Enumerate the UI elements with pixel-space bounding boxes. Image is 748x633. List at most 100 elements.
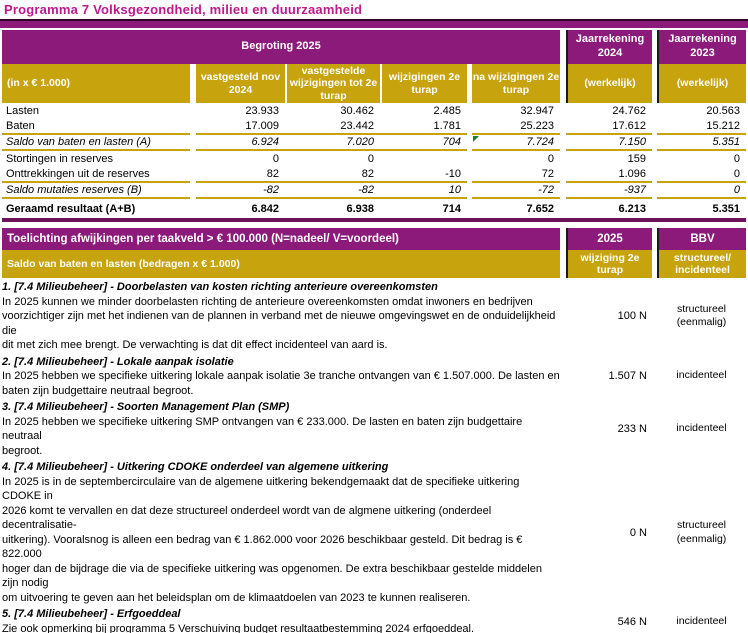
page-title: Programma 7 Volksgezondheid, milieu en d…: [4, 2, 363, 17]
cell-value: 0: [657, 183, 746, 199]
cell-value: 7.020: [285, 135, 380, 151]
cell-value: -937: [566, 183, 652, 199]
row-label: Geraamd resultaat (A+B): [6, 202, 136, 215]
item-bbv: incidenteel: [676, 369, 727, 382]
item-title: 3. [7.4 Milieubeheer] - Soorten Manageme…: [2, 401, 290, 413]
budget-table-column-header-row: (in x € 1.000) vastgesteld nov 2024 vast…: [2, 64, 746, 103]
row-label: Saldo van baten en lasten (A): [2, 135, 190, 151]
cell-value: 0: [272, 153, 279, 165]
row-label: Baten: [2, 119, 190, 135]
cell-value: 23.933: [245, 105, 279, 117]
item-title: 5. [7.4 Milieubeheer] - Erfgoeddeal: [2, 608, 181, 620]
toelichting-header-row: Toelichting afwijkingen per taakveld > €…: [2, 228, 746, 250]
header-begroting-2025: Begroting 2025: [2, 30, 560, 64]
row-label: Stortingen in reserves: [6, 153, 113, 165]
cell-value: 82: [285, 167, 380, 183]
toelichting-section: Toelichting afwijkingen per taakveld > €…: [2, 228, 746, 633]
table-row-geraamd-resultaat: Geraamd resultaat (A+B) 6.842 6.938 714 …: [2, 199, 746, 218]
item-body: Zie ook opmerking bij programma 5 Versch…: [2, 622, 475, 633]
item-body: In 2025 is in de septembercirculaire van…: [2, 475, 542, 604]
row-label: Onttrekkingen uit de reserves: [2, 167, 190, 183]
cell-value: 5.351: [657, 135, 746, 151]
cell-value: 20.563: [706, 105, 740, 117]
header-unit: (in x € 1.000): [2, 64, 190, 103]
toelichting-item-3: 3. [7.4 Milieubeheer] - Soorten Manageme…: [2, 398, 746, 458]
row-label: Saldo mutaties reserves (B): [2, 183, 190, 199]
toelichting-year-header: 2025: [566, 228, 652, 250]
cell-value: 10: [380, 183, 467, 199]
cell-value: 25.223: [472, 119, 560, 135]
toelichting-item-2: 2. [7.4 Milieubeheer] - Lokale aanpak is…: [2, 353, 746, 399]
header-jaarrekening-2023: Jaarrekening 2023: [657, 30, 746, 64]
cell-value: 6.938: [346, 202, 374, 215]
table-row-onttrekkingen-reserves: Onttrekkingen uit de reserves 82 82 -10 …: [2, 167, 746, 183]
item-bbv: incidenteel: [676, 614, 727, 627]
budget-table-group-header-row: Begroting 2025 Jaarrekening 2024 Jaarrek…: [2, 30, 746, 64]
cell-value: 17.009: [196, 119, 285, 135]
toelichting-subheader-row: Saldo van baten en lasten (bedragen x € …: [2, 250, 746, 278]
table-bottom-bar: [2, 218, 746, 222]
item-text: 4. [7.4 Milieubeheer] - Uitkering CDOKE …: [2, 460, 560, 605]
toelichting-header: Toelichting afwijkingen per taakveld > €…: [2, 228, 560, 250]
header-wijzigingen-2e-turap: wijzigingen 2e turap: [380, 64, 467, 103]
cell-value: -82: [196, 183, 285, 199]
cell-value: 6.213: [618, 202, 646, 215]
header-werkelijk-2023: (werkelijk): [657, 64, 746, 103]
header-vastgesteld-nov-2024: vastgesteld nov 2024: [196, 64, 285, 103]
item-title: 4. [7.4 Milieubeheer] - Uitkering CDOKE …: [2, 461, 389, 473]
item-text: 2. [7.4 Milieubeheer] - Lokale aanpak is…: [2, 355, 560, 399]
cell-value: 23.442: [285, 119, 380, 135]
table-row-lasten: Lasten 23.933 30.462 2.485 32.947 24.762…: [2, 103, 746, 119]
toelichting-item-5: 5. [7.4 Milieubeheer] - Erfgoeddeal Zie …: [2, 605, 746, 633]
item-text: 1. [7.4 Milieubeheer] - Doorbelasten van…: [2, 280, 560, 353]
cell-value: -72: [472, 183, 560, 199]
toelichting-item-1: 1. [7.4 Milieubeheer] - Doorbelasten van…: [2, 278, 746, 353]
table-row-saldo-baten-lasten-a: Saldo van baten en lasten (A) 6.924 7.02…: [2, 135, 746, 151]
header-jaarrekening-2024: Jaarrekening 2024: [566, 30, 652, 64]
cell-value: 0: [657, 167, 746, 183]
item-body: In 2025 kunnen we minder doorbelasten ri…: [2, 295, 556, 352]
item-value: 1.507 N: [608, 370, 647, 383]
cell-value: 32.947: [520, 105, 554, 117]
cell-value: 0: [547, 153, 554, 165]
item-title: 1. [7.4 Milieubeheer] - Doorbelasten van…: [2, 281, 438, 293]
cell-value: 7.652: [526, 202, 554, 215]
cell-value: 714: [442, 202, 461, 215]
header-na-wijzigingen-2e-turap: na wijzigingen 2e turap: [472, 64, 560, 103]
title-underline-bar: [0, 19, 748, 28]
cell-value: 30.462: [340, 105, 374, 117]
cell-value: 24.762: [612, 105, 646, 117]
cell-value: 2.485: [433, 105, 461, 117]
item-body: In 2025 hebben we specifieke uitkering S…: [2, 415, 523, 457]
cell-value: 15.212: [657, 119, 746, 135]
item-value: 233 N: [617, 423, 647, 435]
row-label: Lasten: [6, 105, 40, 117]
toelichting-item-4: 4. [7.4 Milieubeheer] - Uitkering CDOKE …: [2, 458, 746, 605]
item-text: 3. [7.4 Milieubeheer] - Soorten Manageme…: [2, 400, 560, 458]
toelichting-bbv-subheader: structureel/ incidenteel: [657, 250, 746, 278]
item-value: 100 N: [617, 310, 647, 323]
cell-value: -82: [285, 183, 380, 199]
cell-value: 1.096: [566, 167, 652, 183]
cell-value: 72: [472, 167, 560, 183]
cell-value: 7.724: [472, 135, 560, 151]
cell-value: 6.924: [196, 135, 285, 151]
cell-value: [380, 151, 467, 167]
table-row-baten: Baten 17.009 23.442 1.781 25.223 17.612 …: [2, 119, 746, 135]
cell-value: 6.842: [251, 202, 279, 215]
table-row-saldo-mutaties-reserves-b: Saldo mutaties reserves (B) -82 -82 10 -…: [2, 183, 746, 199]
item-text: 5. [7.4 Milieubeheer] - Erfgoeddeal Zie …: [2, 607, 560, 633]
item-value: 546 N: [617, 615, 647, 628]
item-bbv: incidenteel: [676, 422, 727, 435]
toelichting-year-subheader: wijziging 2e turap: [566, 250, 652, 278]
item-body: In 2025 hebben we specifieke uitkering l…: [2, 370, 560, 397]
cell-value: 0: [367, 153, 374, 165]
cell-value: 1.781: [380, 119, 467, 135]
cell-value: 159: [627, 153, 646, 165]
cell-value: -10: [380, 167, 467, 183]
cell-value: 5.351: [712, 202, 740, 215]
header-werkelijk-2024: (werkelijk): [566, 64, 652, 103]
cell-value: 7.150: [566, 135, 652, 151]
cell-value: 0: [733, 153, 740, 165]
